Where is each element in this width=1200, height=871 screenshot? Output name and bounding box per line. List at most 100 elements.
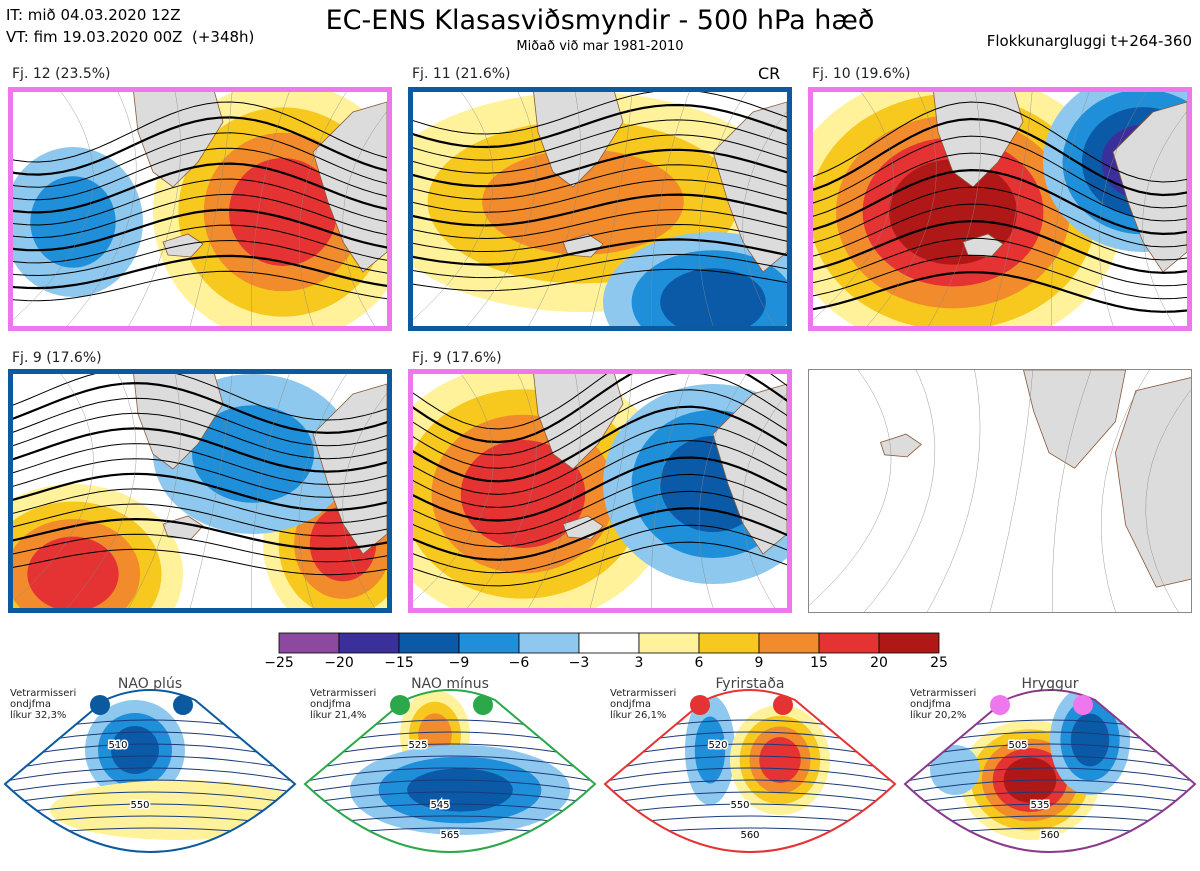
regime-marker-dot	[1073, 695, 1093, 715]
graticule-line	[413, 92, 494, 320]
cluster-map-2	[408, 87, 792, 331]
p5-contour-4	[413, 405, 787, 483]
p5-contour-10	[413, 507, 787, 561]
p1-contour-0	[13, 101, 387, 163]
cluster-map-5	[408, 369, 792, 613]
colorbar-segment	[518, 632, 580, 654]
p1-contour-8	[13, 224, 387, 264]
colorbar-tick-label: −20	[324, 655, 354, 671]
cluster-tag-cr: CR	[758, 64, 781, 83]
graticule-line	[298, 374, 347, 608]
p5-contour-2	[413, 374, 787, 456]
regime-schematics: 510 550 525 545 565 520 550 560 505 535 560	[3, 689, 1197, 853]
regime-contour	[5, 767, 295, 785]
p3-contour-3	[813, 152, 1187, 222]
p3-contour-10	[813, 271, 1187, 313]
colorbar-segment	[878, 632, 940, 654]
graticule-line	[413, 374, 494, 602]
p1-contour-11	[13, 270, 387, 302]
colorbar-segment	[578, 632, 640, 654]
p5-contour-0	[413, 374, 787, 430]
warm-anomaly-level-3	[229, 158, 337, 266]
p2-contour-8	[413, 208, 787, 240]
cluster-label-3: Fj. 10 (19.6%)	[812, 66, 911, 82]
regime-anomaly-1-level-3	[759, 737, 801, 783]
regime-contour-label: 545	[430, 800, 449, 811]
regime-anomaly-2-level-0	[930, 745, 980, 795]
regime-contour	[905, 767, 1195, 785]
p1-contour-1	[13, 116, 387, 176]
land-outline	[312, 101, 387, 273]
colorbar-tick-label: 3	[634, 655, 644, 671]
regime-contour	[5, 755, 295, 774]
colorbar-tick-label: −3	[568, 655, 590, 671]
p5-svg	[413, 374, 787, 608]
regime-contour-label: 520	[708, 740, 727, 751]
regime-contour-label: 510	[108, 740, 127, 751]
graticule-line	[1145, 389, 1191, 612]
cluster-label-4: Fj. 9 (17.6%)	[12, 350, 102, 366]
cluster-map-4	[8, 369, 392, 613]
regime-contour	[905, 791, 1195, 807]
regime-contour-label: 535	[1030, 800, 1049, 811]
graticule-line	[698, 92, 747, 326]
regime-contour-label: 550	[130, 800, 149, 811]
p2-contour-9	[413, 223, 787, 253]
regime-contour-label: 565	[440, 830, 459, 841]
colorbar-segment	[398, 632, 460, 654]
graticule-line	[13, 92, 94, 320]
colorbar-tick-label: 9	[754, 655, 764, 671]
colorbar-segment	[818, 632, 880, 654]
graticule-line	[13, 374, 94, 602]
p2-contour-7	[413, 193, 787, 227]
regime-contour	[605, 779, 895, 796]
p3-contour-7	[813, 220, 1187, 274]
graticule-line	[928, 92, 981, 326]
colorbar-tick-label: −15	[384, 655, 414, 671]
cluster-label-5: Fj. 9 (17.6%)	[412, 350, 502, 366]
regime-note: Vetrarmisseri ondjfma líkur 21,4%	[310, 688, 377, 721]
p2-contour-5	[413, 164, 787, 200]
regime-marker-dot	[90, 695, 110, 715]
p2-contour-11	[413, 253, 787, 279]
regime-anomaly-0-level-2	[111, 726, 159, 774]
graticule-line	[926, 370, 981, 612]
p4-contour-7	[13, 472, 387, 512]
graticule-line	[651, 92, 690, 326]
p5-contour-8	[413, 473, 787, 535]
cluster-map-1	[8, 87, 392, 331]
graticule-line	[1052, 370, 1092, 612]
p4-contour-9	[13, 503, 387, 537]
graticule-line	[742, 110, 787, 326]
regime-marker-dot	[390, 695, 410, 715]
p4-contour-6	[13, 458, 387, 498]
p3-svg	[813, 92, 1187, 326]
p3-contour-2	[813, 135, 1187, 209]
graticule-line	[189, 92, 233, 326]
p5-contour-3	[413, 389, 787, 469]
p4-contour-12	[13, 548, 387, 576]
cold-anomaly-level-1	[192, 405, 314, 503]
p5-contour-1	[413, 374, 787, 444]
colorbar-tick-label: −9	[448, 655, 470, 671]
regime-contour-label: 525	[408, 740, 427, 751]
graticule-line	[298, 92, 347, 326]
anomaly-colorbar	[278, 632, 940, 654]
graticule-line	[698, 374, 747, 608]
regime-marker-dot	[473, 695, 493, 715]
graticule-line	[1142, 110, 1187, 326]
p2-contour-10	[413, 238, 787, 266]
colorbar-tick-label: 15	[810, 655, 828, 671]
cold-anomaly-level-2	[660, 268, 766, 326]
regime-marker-dot	[690, 695, 710, 715]
regime-fan-border	[903, 689, 1197, 853]
regime-panel-4: 505 535 560	[903, 689, 1197, 853]
regime-fan-border	[303, 689, 597, 853]
graticule-line	[989, 92, 1033, 326]
graticule-line	[742, 392, 787, 608]
graticule-line	[342, 110, 387, 326]
p5-contour-5	[413, 423, 787, 495]
p1-contour-6	[13, 193, 387, 239]
colorbar-segment	[458, 632, 520, 654]
p2-contour-1	[413, 103, 787, 149]
